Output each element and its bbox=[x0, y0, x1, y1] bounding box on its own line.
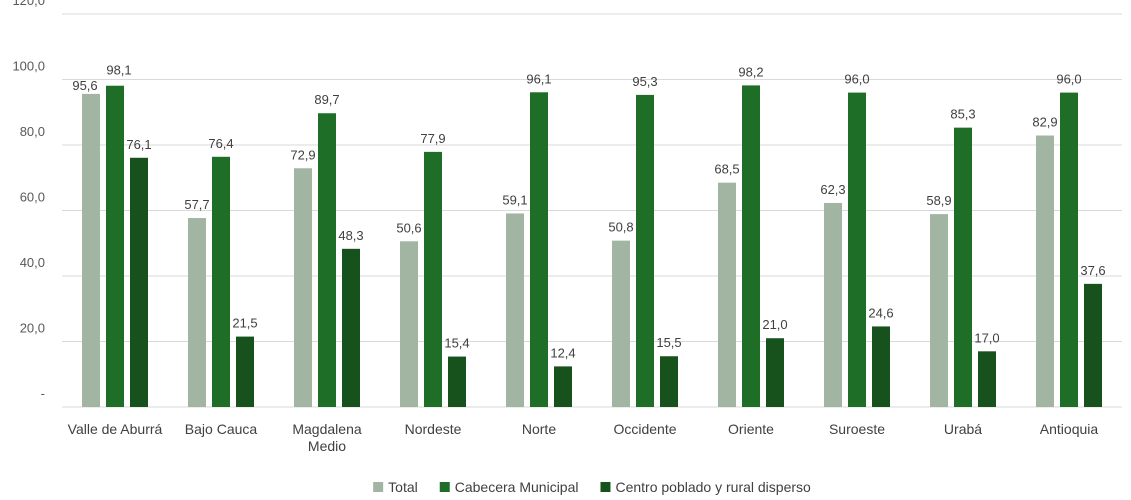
data-label: 15,5 bbox=[656, 335, 681, 350]
bar bbox=[448, 356, 466, 407]
data-label: 37,6 bbox=[1080, 263, 1105, 278]
y-tick-label: 60,0 bbox=[20, 190, 45, 205]
data-label: 48,3 bbox=[338, 228, 363, 243]
data-label: 62,3 bbox=[820, 182, 845, 197]
category-label: Antioquia bbox=[1040, 421, 1099, 437]
data-label: 15,4 bbox=[444, 336, 469, 351]
bar bbox=[1036, 135, 1054, 407]
bar bbox=[400, 241, 418, 407]
bar bbox=[130, 157, 148, 407]
data-label: 98,2 bbox=[738, 64, 763, 79]
data-label: 57,7 bbox=[184, 197, 209, 212]
y-tick-label: 80,0 bbox=[20, 124, 45, 139]
bar bbox=[930, 214, 948, 407]
category-label: Bajo Cauca bbox=[185, 421, 258, 437]
data-label: 98,1 bbox=[106, 63, 131, 78]
data-label: 96,0 bbox=[1056, 72, 1081, 87]
data-label: 76,4 bbox=[208, 136, 233, 151]
bar bbox=[342, 248, 360, 407]
bar bbox=[318, 113, 336, 408]
bar bbox=[978, 351, 996, 407]
data-label: 95,3 bbox=[632, 74, 657, 89]
data-label: 96,0 bbox=[844, 72, 869, 87]
bar bbox=[824, 202, 842, 407]
data-label: 21,0 bbox=[762, 317, 787, 332]
y-tick-label: 120,0 bbox=[12, 0, 45, 8]
data-label: 21,5 bbox=[232, 316, 257, 331]
legend-swatch bbox=[439, 482, 450, 492]
bar bbox=[718, 182, 736, 407]
bar bbox=[506, 213, 524, 407]
data-label: 58,9 bbox=[926, 193, 951, 208]
y-axis-tick-labels: - 20,0 40,0 60,0 80,0 100,0 120,0 bbox=[12, 0, 45, 401]
legend-label: Cabecera Municipal bbox=[455, 479, 579, 495]
bar bbox=[872, 326, 890, 407]
data-label: 76,1 bbox=[126, 137, 151, 152]
y-tick-label: 100,0 bbox=[12, 59, 45, 74]
bars bbox=[82, 85, 1102, 408]
legend-label: Centro poblado y rural disperso bbox=[615, 479, 811, 495]
bar bbox=[212, 156, 230, 407]
bar bbox=[1084, 283, 1102, 407]
bar bbox=[742, 85, 760, 408]
data-label: 24,6 bbox=[868, 305, 893, 320]
bar bbox=[554, 366, 572, 407]
bar bbox=[424, 151, 442, 407]
data-label: 89,7 bbox=[314, 92, 339, 107]
data-label: 85,3 bbox=[950, 107, 975, 122]
legend-label: Total bbox=[388, 479, 418, 495]
category-label: Occidente bbox=[613, 421, 676, 437]
data-label: 77,9 bbox=[420, 131, 445, 146]
bar bbox=[660, 356, 678, 407]
data-label: 96,1 bbox=[526, 71, 551, 86]
legend-swatch bbox=[373, 482, 384, 492]
bar bbox=[294, 168, 312, 407]
y-tick-label: 40,0 bbox=[20, 255, 45, 270]
bar bbox=[188, 218, 206, 407]
data-label: 95,6 bbox=[72, 78, 97, 93]
bar bbox=[1060, 92, 1078, 407]
category-label: Suroeste bbox=[829, 421, 885, 437]
data-label: 50,8 bbox=[608, 220, 633, 235]
y-tick-label: 20,0 bbox=[20, 321, 45, 336]
data-label: 59,1 bbox=[502, 192, 527, 207]
data-label: 82,9 bbox=[1032, 115, 1057, 130]
bar bbox=[636, 94, 654, 407]
category-label: Magdalena bbox=[292, 421, 361, 437]
bar bbox=[236, 336, 254, 407]
category-label: Norte bbox=[522, 421, 556, 437]
data-label: 72,9 bbox=[290, 147, 315, 162]
y-tick-label: - bbox=[41, 386, 45, 401]
bar bbox=[954, 127, 972, 407]
category-label: Oriente bbox=[728, 421, 774, 437]
legend: Total Cabecera Municipal Centro poblado y … bbox=[373, 479, 811, 495]
data-label: 50,6 bbox=[396, 220, 421, 235]
bar bbox=[82, 93, 100, 407]
bar bbox=[766, 338, 784, 407]
data-label: 68,5 bbox=[714, 162, 739, 177]
legend-swatch bbox=[600, 482, 611, 492]
data-labels: 95,6 98,1 76,1 57,7 76,4 21,5 72,9 89,7 48,3 50,6… bbox=[72, 63, 1105, 361]
bar bbox=[612, 240, 630, 407]
bar bbox=[848, 92, 866, 407]
category-label: Nordeste bbox=[405, 421, 462, 437]
bar bbox=[106, 85, 124, 407]
category-label: Medio bbox=[308, 438, 346, 454]
data-label: 12,4 bbox=[550, 345, 575, 360]
category-label: Valle de Aburrá bbox=[68, 421, 163, 437]
data-label: 17,0 bbox=[974, 330, 999, 345]
bar bbox=[530, 92, 548, 408]
category-label: Urabá bbox=[944, 421, 982, 437]
